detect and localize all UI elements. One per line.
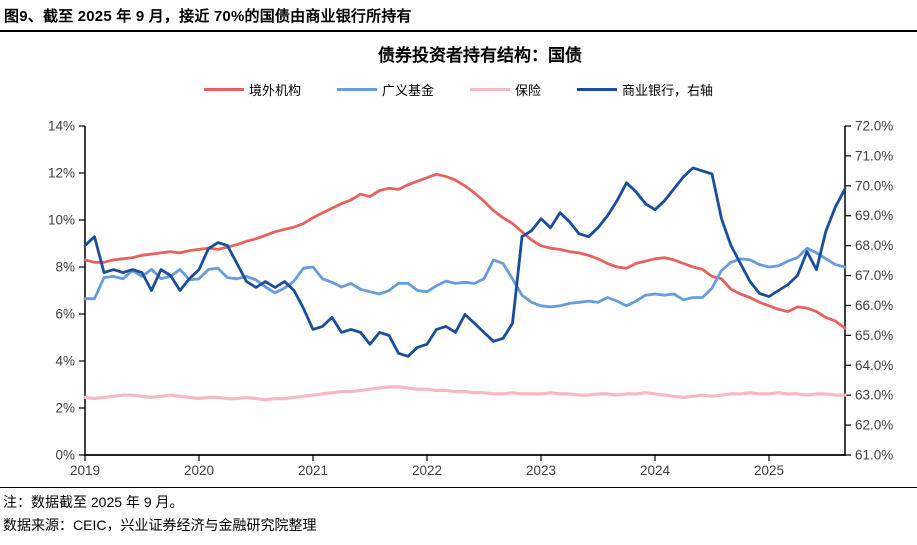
- legend-label: 保险: [515, 83, 542, 98]
- legend-label: 广义基金: [381, 83, 434, 98]
- svg-text:61.0%: 61.0%: [855, 448, 893, 463]
- svg-text:70.0%: 70.0%: [855, 178, 893, 193]
- svg-text:64.0%: 64.0%: [855, 358, 893, 373]
- figure-caption: 图9、截至 2025 年 9 月，接近 70%的国债由商业银行所持有: [4, 8, 412, 25]
- legend-item-broad-funds: 广义基金: [336, 80, 434, 99]
- legend-line-navy-icon: [577, 88, 618, 91]
- svg-text:67.0%: 67.0%: [855, 268, 893, 283]
- chart-title: 债券投资者持有结构：国债: [378, 46, 582, 65]
- svg-text:2024: 2024: [640, 463, 671, 478]
- legend-label: 境外机构: [248, 83, 301, 98]
- svg-text:10%: 10%: [48, 213, 75, 228]
- svg-text:68.0%: 68.0%: [855, 238, 893, 253]
- svg-text:2023: 2023: [526, 463, 556, 478]
- svg-text:4%: 4%: [55, 354, 75, 369]
- svg-text:71.0%: 71.0%: [855, 148, 893, 163]
- svg-text:65.0%: 65.0%: [855, 328, 893, 343]
- legend-item-insurance: 保险: [470, 80, 541, 99]
- svg-text:63.0%: 63.0%: [855, 388, 893, 403]
- legend-label: 商业银行，右轴: [622, 83, 714, 98]
- svg-text:14%: 14%: [48, 119, 75, 134]
- legend-item-foreign-institutions: 境外机构: [203, 80, 301, 99]
- svg-text:66.0%: 66.0%: [855, 298, 893, 313]
- svg-text:62.0%: 62.0%: [855, 418, 893, 433]
- source-line: 数据来源：CEIC，兴业证券经济与金融研究院整理: [3, 517, 317, 533]
- svg-text:6%: 6%: [55, 307, 75, 322]
- legend-item-commercial-banks: 商业银行，右轴: [577, 80, 713, 99]
- svg-text:2%: 2%: [55, 401, 75, 416]
- note-line: 注：数据截至 2025 年 9 月。: [3, 494, 184, 510]
- legend-line-red-icon: [203, 88, 244, 91]
- svg-text:72.0%: 72.0%: [855, 119, 893, 134]
- svg-text:12%: 12%: [48, 166, 75, 181]
- legend-line-pink-icon: [470, 88, 510, 91]
- svg-text:69.0%: 69.0%: [855, 208, 893, 223]
- footer-divider: [0, 487, 917, 488]
- chart-legend: 境外机构 广义基金 保险 商业银行，右轴: [0, 80, 917, 99]
- svg-text:2019: 2019: [70, 463, 100, 478]
- svg-text:2021: 2021: [298, 463, 328, 478]
- header-divider: [0, 30, 917, 32]
- svg-text:2020: 2020: [184, 463, 214, 478]
- svg-text:8%: 8%: [55, 260, 75, 275]
- svg-text:0%: 0%: [55, 448, 75, 463]
- svg-text:2025: 2025: [754, 463, 784, 478]
- svg-text:2022: 2022: [412, 463, 442, 478]
- legend-line-lightblue-icon: [336, 88, 377, 91]
